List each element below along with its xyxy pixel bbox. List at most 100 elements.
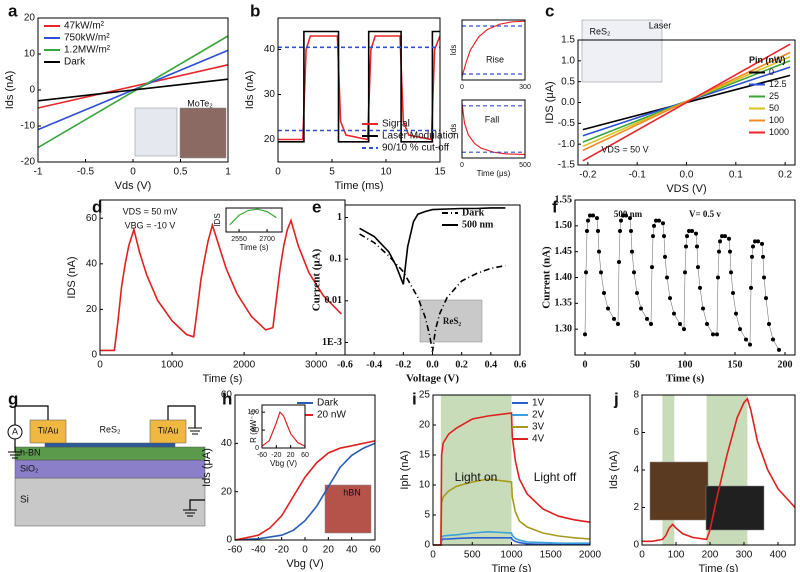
x-tick-label: 100 — [678, 359, 693, 370]
data-point — [663, 254, 667, 259]
data-point — [683, 270, 687, 275]
data-point — [734, 311, 738, 316]
annotation: Light on — [455, 470, 498, 484]
x-tick-label: -20 — [274, 545, 289, 556]
data-point — [602, 291, 606, 295]
x-axis-label: Time (s) — [203, 373, 243, 385]
y-tick-label: 0.01 — [325, 295, 343, 306]
annotation: VBG = -10 V — [125, 220, 176, 230]
series-line — [461, 20, 526, 78]
y-tick-label: 1.0 — [561, 55, 575, 66]
annotation: ReS₂ — [589, 26, 611, 36]
data-point — [597, 249, 601, 254]
axes-frame — [574, 199, 796, 356]
x-tick-label: -60 — [257, 452, 267, 459]
inset-image — [324, 484, 372, 534]
x-tick-label: 2550 — [231, 236, 247, 243]
data-point — [591, 213, 595, 218]
annotation: ReS₂ — [443, 316, 461, 326]
panel-label: g — [8, 389, 18, 408]
x-tick-label: 3000 — [305, 360, 328, 371]
y-axis-label: Ids (nA) — [4, 71, 16, 110]
x-tick-label: 400 — [770, 550, 787, 561]
y-tick-label: -0.5 — [558, 118, 576, 129]
y-tick-label: 1.5 — [561, 35, 575, 46]
diagram-label: A — [12, 426, 18, 436]
x-tick-label: -60 — [228, 545, 243, 556]
x-tick-label: 0 — [430, 550, 436, 561]
panel-label: a — [8, 1, 18, 20]
data-point — [684, 244, 688, 249]
x-tick-label: 300 — [736, 550, 753, 561]
data-point — [727, 236, 731, 241]
annotation: V= 0.5 v — [689, 209, 721, 219]
annotation: MoTe₂ — [187, 98, 213, 108]
inset-image — [705, 485, 765, 531]
series-line — [100, 218, 342, 352]
legend-label: Laser Modulation — [382, 131, 459, 142]
diagram-label: Si — [20, 495, 29, 506]
legend-label: 2V — [532, 410, 545, 421]
axes-frame — [277, 17, 441, 163]
data-point — [685, 234, 689, 239]
data-point — [731, 291, 735, 295]
y-tick-label: -1.0 — [558, 139, 576, 150]
inset-image — [179, 107, 227, 159]
shaded-region — [440, 395, 512, 545]
legend-label: 47kW/m² — [64, 21, 105, 32]
plot-area — [226, 208, 282, 232]
data-point — [618, 229, 622, 233]
data-point — [701, 306, 705, 311]
x-tick-label: 500 — [464, 550, 481, 561]
series-line — [359, 207, 506, 285]
data-point — [612, 316, 616, 321]
annotation: Laser — [649, 20, 672, 30]
data-point — [635, 291, 639, 295]
y-tick-label: 0 — [226, 535, 232, 546]
annotation: Rise — [486, 54, 504, 64]
x-tick-label: 0.4 — [485, 359, 498, 370]
y-tick-label: 1.35 — [555, 298, 573, 309]
data-point — [668, 296, 672, 301]
series-line — [433, 478, 591, 546]
data-point — [756, 239, 760, 244]
y-tick-label: 1E-3 — [322, 337, 342, 348]
panel-label: e — [312, 197, 321, 216]
data-point — [665, 275, 669, 280]
x-tick-label: 2000 — [579, 550, 602, 561]
data-point — [584, 270, 588, 275]
diagram-label: ReS₂ — [99, 424, 121, 434]
y-tick-label: 15 — [419, 450, 431, 461]
data-point — [715, 332, 719, 337]
y-tick-label: 20 — [419, 420, 431, 431]
y-tick-label: 1.45 — [555, 246, 573, 257]
y-axis-label: Ids — [449, 45, 458, 56]
data-point — [694, 231, 698, 236]
y-tick-label: 20 — [86, 304, 98, 315]
data-point — [678, 322, 682, 326]
data-point — [616, 322, 620, 326]
x-tick-label: 5 — [329, 167, 335, 178]
series-line — [278, 30, 440, 143]
data-point — [696, 265, 700, 270]
x-axis-label: Time (s) — [666, 373, 705, 385]
x-tick-label: 1500 — [540, 550, 563, 561]
data-point — [748, 342, 752, 347]
axes-frame — [461, 99, 526, 159]
y-tick-label: 20 — [221, 486, 233, 497]
data-point — [596, 229, 600, 233]
legend-label: 750kW/m² — [64, 33, 110, 44]
si-layer — [14, 477, 206, 527]
diagram-label: Ti/Au — [38, 425, 59, 435]
data-point — [698, 285, 702, 290]
data-point — [762, 275, 766, 280]
x-tick-label: -40 — [251, 545, 266, 556]
inset-image — [581, 19, 663, 83]
x-tick-label: 0.2 — [455, 359, 468, 370]
x-tick-label: 10 — [380, 167, 392, 178]
inset-image — [649, 461, 709, 521]
y-axis-label: IDS (μA) — [544, 81, 556, 123]
series-line — [582, 51, 791, 152]
axes-frame — [432, 394, 591, 546]
x-tick-label: 0.6 — [514, 359, 527, 370]
